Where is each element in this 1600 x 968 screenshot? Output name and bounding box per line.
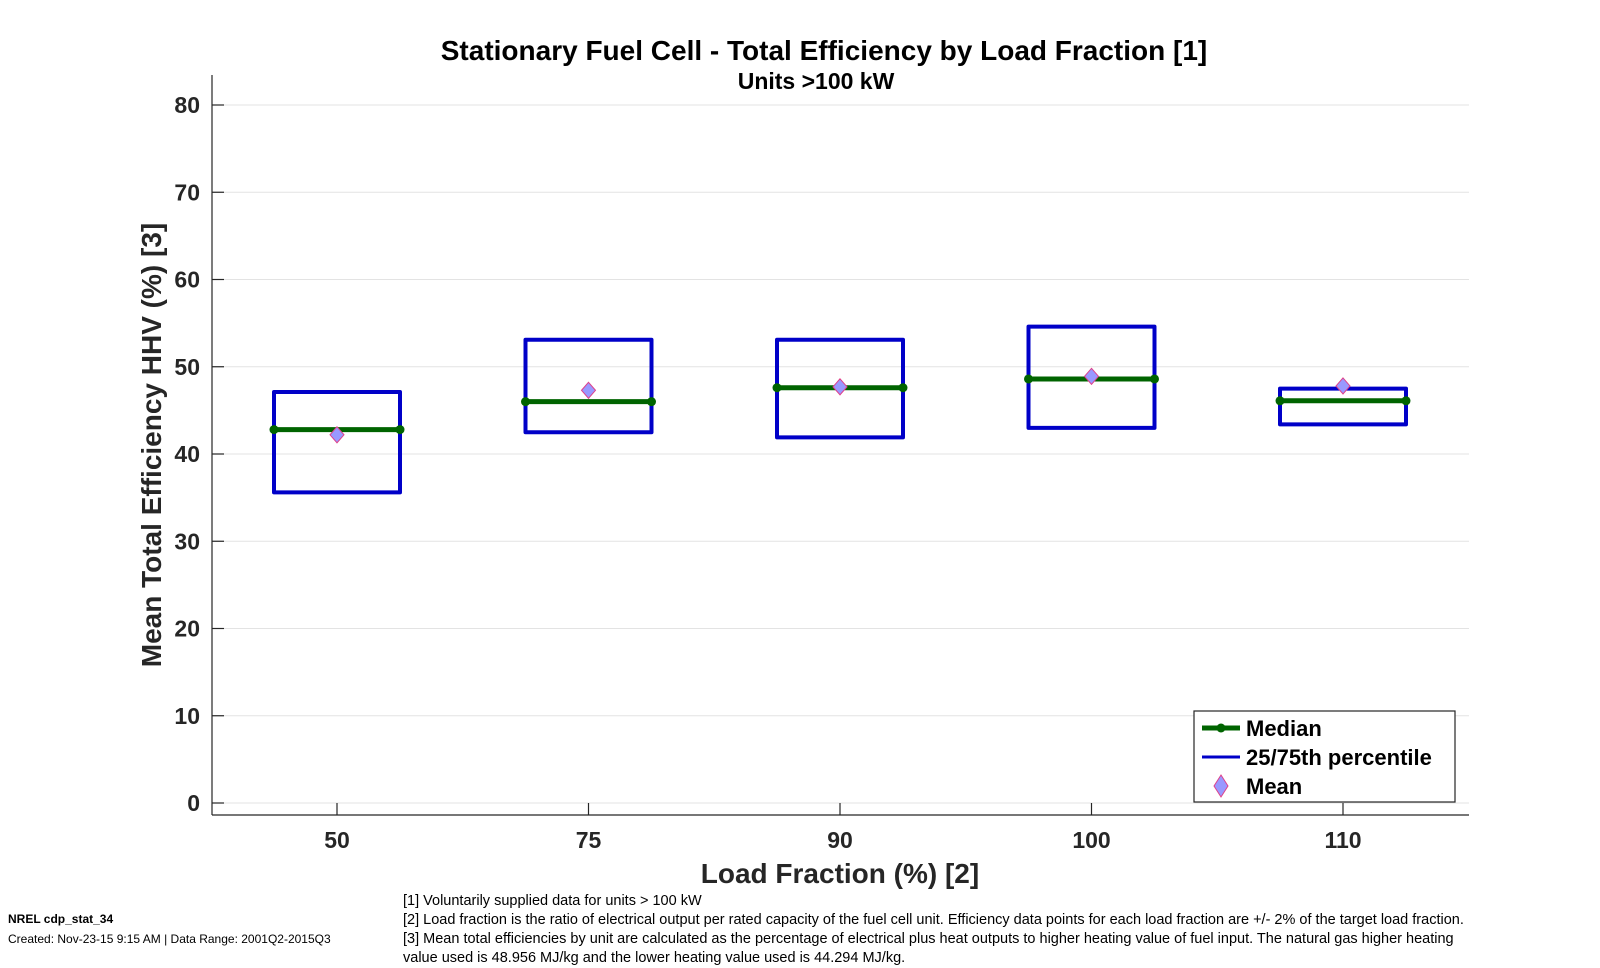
median-marker bbox=[1024, 374, 1033, 384]
y-axis-label: Mean Total Efficiency HHV (%) [3] bbox=[136, 223, 167, 667]
mean-marker bbox=[832, 378, 848, 396]
box-group bbox=[772, 337, 908, 440]
axes: 0 10 20 30 40 50 60 70 80 50 75 90 100 110 bbox=[174, 75, 1469, 853]
boxes bbox=[269, 324, 1411, 495]
mean-marker bbox=[1335, 377, 1351, 395]
median-marker bbox=[395, 425, 405, 435]
mean-marker bbox=[580, 381, 597, 400]
y-tick-label: 70 bbox=[174, 179, 200, 205]
footnote-2: [2] Load fraction is the ratio of electr… bbox=[403, 912, 1464, 928]
created-info: Created: Nov-23-15 9:15 AM | Data Range:… bbox=[8, 932, 331, 946]
footnote-1: [1] Voluntarily supplied data for units … bbox=[403, 893, 702, 909]
legend-median-marker bbox=[1216, 723, 1226, 733]
legend-percentile-label: 25/75th percentile bbox=[1246, 745, 1432, 770]
median-marker bbox=[1275, 396, 1285, 406]
legend-median-label: Median bbox=[1246, 716, 1322, 741]
x-tick-label: 90 bbox=[827, 827, 853, 853]
y-tick-label: 20 bbox=[174, 616, 200, 642]
x-tick-label: 100 bbox=[1072, 827, 1110, 853]
mean-marker bbox=[329, 426, 345, 444]
mean-marker bbox=[1083, 367, 1100, 386]
footnote-3-cont: value used is 48.956 MJ/kg and the lower… bbox=[403, 950, 906, 966]
legend-mean-label: Mean bbox=[1246, 774, 1302, 799]
percentile-box bbox=[523, 337, 654, 435]
footnote-3: [3] Mean total efficiencies by unit are … bbox=[403, 931, 1454, 947]
box-group bbox=[521, 337, 656, 435]
y-tick-label: 40 bbox=[174, 441, 200, 467]
median-marker bbox=[1401, 396, 1411, 406]
box-group bbox=[269, 390, 405, 495]
chart-title: Stationary Fuel Cell - Total Efficiency … bbox=[441, 35, 1208, 66]
y-tick-label: 10 bbox=[174, 703, 200, 729]
median-marker bbox=[521, 397, 530, 407]
median-marker bbox=[269, 425, 279, 435]
median-marker bbox=[772, 383, 782, 393]
box-group bbox=[1024, 324, 1159, 430]
median-marker bbox=[898, 383, 908, 393]
chart-subtitle: Units >100 kW bbox=[738, 68, 895, 94]
y-tick-label: 0 bbox=[187, 790, 200, 816]
legend-mean-marker bbox=[1213, 774, 1229, 798]
x-tick-label: 75 bbox=[576, 827, 602, 853]
median-marker bbox=[647, 397, 656, 407]
y-tick-label: 30 bbox=[174, 528, 200, 554]
legend: Median 25/75th percentile Mean bbox=[1193, 710, 1456, 803]
footnotes: [1] Voluntarily supplied data for units … bbox=[403, 892, 1593, 968]
x-tick-label: 110 bbox=[1324, 827, 1361, 853]
y-tick-label: 50 bbox=[174, 354, 200, 380]
y-tick-label: 80 bbox=[174, 92, 200, 118]
x-axis-label: Load Fraction (%) [2] bbox=[701, 858, 979, 889]
x-tick-label: 50 bbox=[324, 827, 350, 853]
gridlines bbox=[212, 104, 1469, 804]
chart-id: NREL cdp_stat_34 bbox=[8, 912, 114, 926]
box-group bbox=[1275, 377, 1411, 427]
percentile-box bbox=[272, 390, 402, 495]
y-tick-label: 60 bbox=[174, 267, 200, 293]
median-marker bbox=[1150, 374, 1159, 384]
